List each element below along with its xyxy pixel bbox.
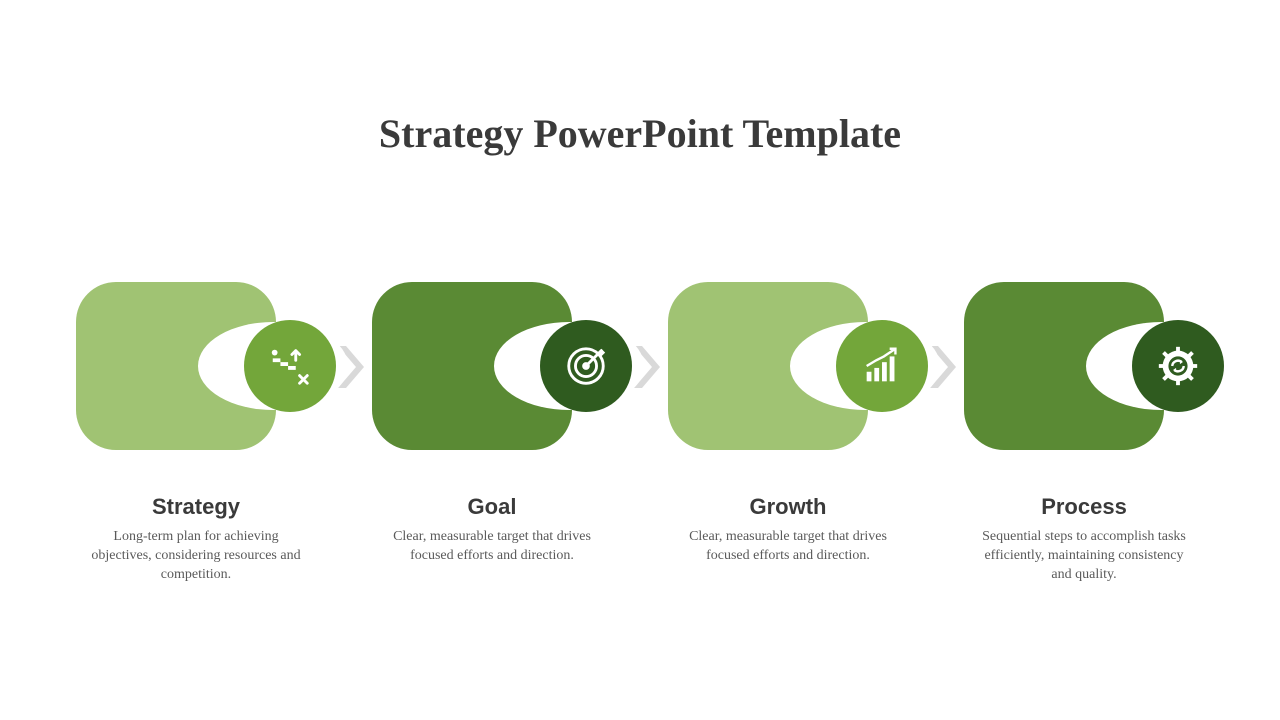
step-goal: Goal Clear, measurable target that drive… bbox=[372, 282, 612, 566]
step-shape bbox=[964, 282, 1204, 452]
step-desc: Clear, measurable target that drives foc… bbox=[387, 528, 597, 566]
step-title: Process bbox=[1041, 494, 1127, 520]
step-desc: Sequential steps to accomplish tasks eff… bbox=[979, 528, 1189, 585]
step-shape bbox=[668, 282, 908, 452]
step-shape bbox=[76, 282, 316, 452]
target-icon bbox=[563, 343, 609, 389]
step-strategy: Strategy Long-term plan for achieving ob… bbox=[76, 282, 316, 585]
step-icon-circle bbox=[836, 320, 928, 412]
strategy-steps-icon bbox=[267, 343, 313, 389]
step-shape bbox=[372, 282, 612, 452]
step-icon-circle bbox=[540, 320, 632, 412]
step-icon-circle bbox=[1132, 320, 1224, 412]
process-row: Strategy Long-term plan for achieving ob… bbox=[0, 282, 1280, 585]
step-desc: Long-term plan for achieving objectives,… bbox=[91, 528, 301, 585]
growth-chart-icon bbox=[859, 343, 905, 389]
step-process: Process Sequential steps to accomplish t… bbox=[964, 282, 1204, 585]
page-title: Strategy PowerPoint Template bbox=[0, 110, 1280, 157]
step-icon-circle bbox=[244, 320, 336, 412]
gear-icon bbox=[1155, 343, 1201, 389]
step-title: Goal bbox=[468, 494, 517, 520]
step-growth: Growth Clear, measurable target that dri… bbox=[668, 282, 908, 566]
step-title: Strategy bbox=[152, 494, 240, 520]
step-title: Growth bbox=[750, 494, 827, 520]
step-desc: Clear, measurable target that drives foc… bbox=[683, 528, 893, 566]
